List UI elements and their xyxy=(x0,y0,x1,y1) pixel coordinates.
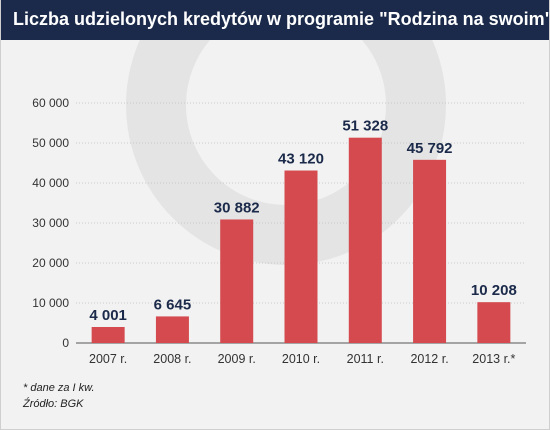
bar xyxy=(413,159,447,343)
bar xyxy=(477,302,511,343)
bar-value-label: 30 882 xyxy=(214,199,260,216)
chart-title: Liczba udzielonych kredytów w programie … xyxy=(13,9,550,29)
x-tick-label: 2012 r. xyxy=(410,352,448,366)
source-note: Źródło: BGK xyxy=(23,398,84,410)
x-tick-label: 2007 r. xyxy=(89,352,127,366)
bar-value-label: 43 120 xyxy=(278,151,324,168)
y-tick-label: 10 000 xyxy=(32,296,69,310)
bar xyxy=(220,219,254,343)
value-labels: 4 001 6 645 30 882 43 120 51 328 45 792 10 208 xyxy=(89,118,516,324)
bar-value-label: 4 001 xyxy=(89,307,127,324)
y-tick-label: 60 000 xyxy=(32,96,69,110)
bar xyxy=(284,170,318,343)
y-tick-label: 50 000 xyxy=(32,136,69,150)
x-tick-label: 2009 r. xyxy=(218,352,256,366)
bar xyxy=(348,137,382,343)
bar xyxy=(91,326,125,343)
title-bar: Liczba udzielonych kredytów w programie … xyxy=(1,0,550,40)
x-tick-label: 2008 r. xyxy=(153,352,191,366)
bar xyxy=(155,316,189,343)
y-tick-label: 40 000 xyxy=(32,176,69,190)
x-tick-label: 2011 r. xyxy=(347,352,384,366)
bar-value-label: 10 208 xyxy=(471,282,517,299)
bar-chart: 0 10 000 20 000 30 000 40 000 50 000 60 000 4 … xyxy=(32,40,526,366)
x-axis-ticks: 2007 r. 2008 r. 2009 r. 2010 r. 2011 r. 2012 … xyxy=(89,352,516,366)
y-tick-label: 0 xyxy=(62,336,69,350)
footnote: * dane za I kw. xyxy=(23,382,95,394)
y-tick-label: 30 000 xyxy=(32,216,69,230)
x-tick-label: 2010 r. xyxy=(282,352,320,366)
bar-value-label: 6 645 xyxy=(154,296,192,313)
bars xyxy=(91,137,511,343)
bar-value-label: 51 328 xyxy=(342,118,388,135)
y-tick-label: 20 000 xyxy=(32,256,69,270)
bar-value-label: 45 792 xyxy=(407,140,453,157)
x-tick-label: 2013 r.* xyxy=(472,352,515,366)
y-axis-ticks: 0 10 000 20 000 30 000 40 000 50 000 60 000 xyxy=(32,96,69,350)
